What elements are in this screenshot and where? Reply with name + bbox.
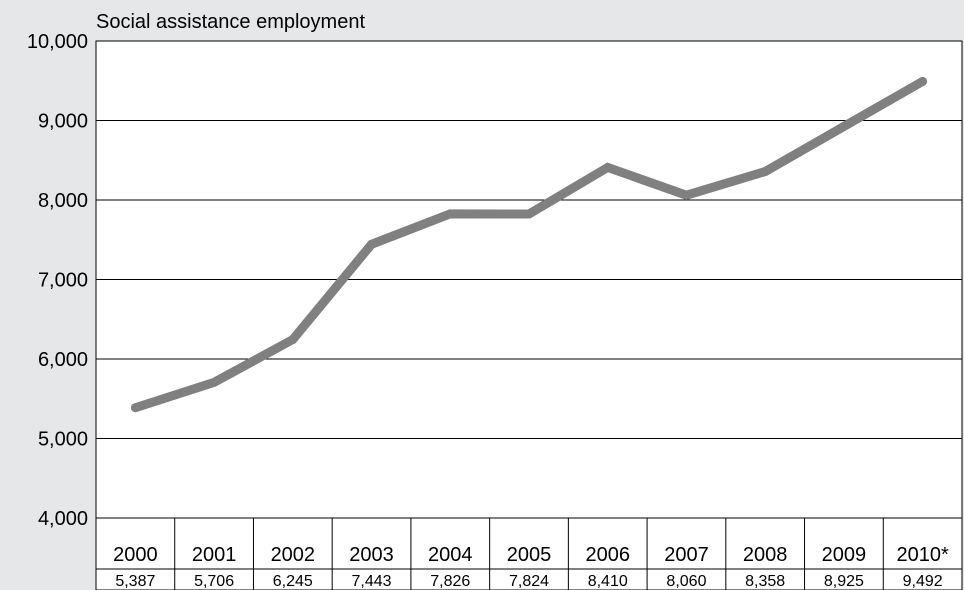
data-value-label: 7,824 <box>509 573 549 590</box>
data-value-label: 5,706 <box>194 573 234 590</box>
y-tick-label: 6,000 <box>38 349 88 371</box>
x-category-label: 2005 <box>507 544 552 566</box>
y-tick-label: 4,000 <box>38 508 88 530</box>
data-table <box>96 518 962 590</box>
gridlines <box>96 40 962 519</box>
data-point <box>288 335 298 345</box>
x-category-label: 2002 <box>271 544 316 566</box>
data-point <box>681 190 691 200</box>
data-point <box>760 167 770 177</box>
data-value-label: 7,443 <box>352 573 392 590</box>
x-category-label: 2010* <box>896 544 948 566</box>
x-category-label: 2004 <box>428 544 473 566</box>
data-value-label: 8,060 <box>666 573 706 590</box>
data-value-label: 8,925 <box>824 573 864 590</box>
y-tick-label: 7,000 <box>38 270 88 292</box>
y-tick-label: 5,000 <box>38 429 88 451</box>
x-category-label: 2009 <box>822 544 867 566</box>
data-value-label: 5,387 <box>115 573 155 590</box>
data-value-label: 9,492 <box>903 573 943 590</box>
data-point <box>839 121 849 131</box>
data-point <box>918 76 928 86</box>
x-category-label: 2000 <box>113 544 158 566</box>
y-tick-label: 9,000 <box>38 111 88 133</box>
data-point <box>603 162 613 172</box>
chart-title: Social assistance employment <box>96 11 365 33</box>
data-value-label: 6,245 <box>273 573 313 590</box>
data-points <box>130 76 928 413</box>
x-category-label: 2007 <box>664 544 709 566</box>
y-tick-label: 8,000 <box>38 190 88 212</box>
x-category-label: 2006 <box>585 544 630 566</box>
x-category-label: 2008 <box>743 544 788 566</box>
data-point <box>367 239 377 249</box>
x-category-label: 2001 <box>192 544 237 566</box>
data-point <box>130 403 140 413</box>
y-tick-label: 10,000 <box>27 31 88 53</box>
x-category-label: 2003 <box>349 544 394 566</box>
data-point <box>445 209 455 219</box>
data-point <box>524 209 534 219</box>
data-value-label: 8,358 <box>745 573 785 590</box>
axis-labels: 4,000 5,000 6,000 7,000 8,000 9,000 10,000 2000… <box>27 31 949 590</box>
plot-area <box>95 40 963 590</box>
data-value-label: 7,826 <box>430 573 470 590</box>
data-value-label: 8,410 <box>588 573 628 590</box>
data-point <box>209 377 219 387</box>
